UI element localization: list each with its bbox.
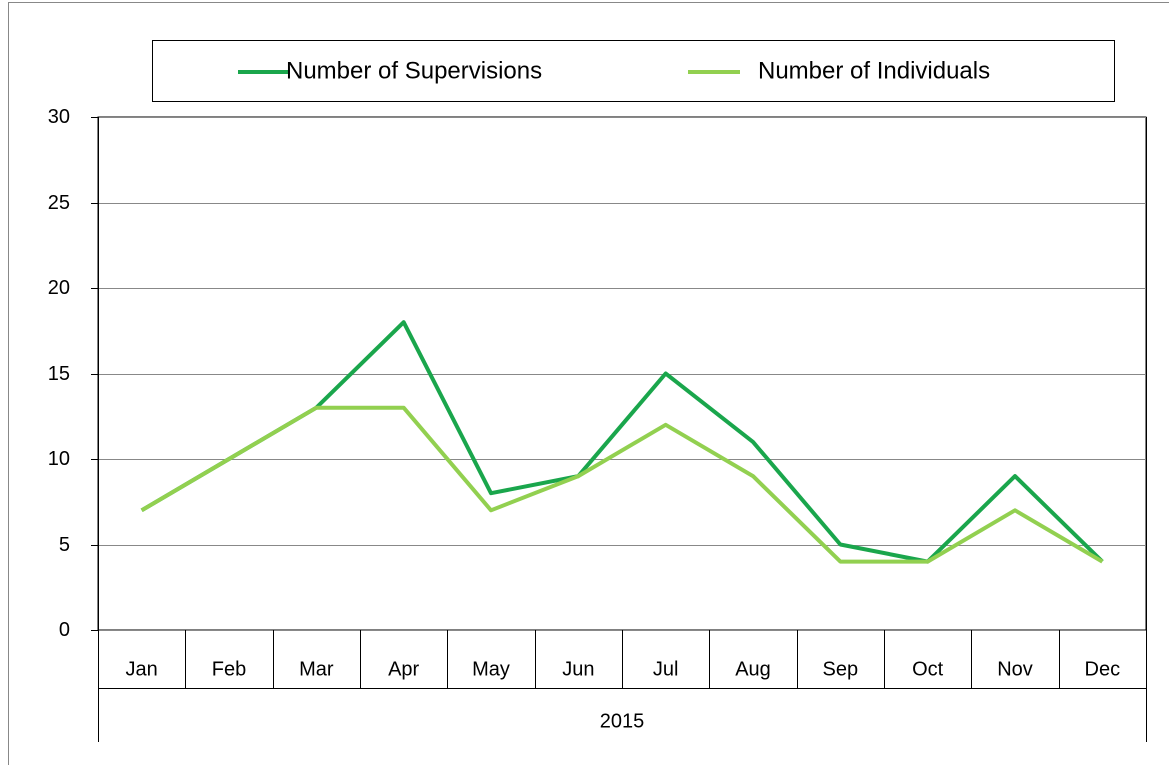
x-tick-label: Oct: [912, 658, 944, 680]
x-tick-label: Apr: [388, 658, 419, 680]
legend-label: Number of Supervisions: [286, 57, 542, 84]
x-tick-label: Mar: [299, 658, 334, 680]
x-tick-label: Sep: [823, 658, 859, 680]
y-tick-label: 25: [48, 192, 70, 214]
y-tick-label: 30: [48, 106, 70, 128]
y-tick-label: 0: [59, 619, 70, 641]
y-tick-label: 10: [48, 448, 70, 470]
x-tick-label: May: [472, 658, 510, 680]
series-line: [140, 405, 1104, 564]
x-tick-label: Jun: [562, 658, 594, 680]
chart-frame: [8, 2, 1169, 765]
x-tick-label: Dec: [1085, 658, 1121, 680]
x-tick-label: Nov: [997, 658, 1033, 680]
legend-box: [152, 40, 1115, 102]
x-tick-label: Aug: [735, 658, 771, 680]
y-tick-label: 20: [48, 277, 70, 299]
plot-area: [97, 116, 1147, 631]
y-tick-label: 15: [48, 363, 70, 385]
x-tick-label: Jan: [126, 658, 158, 680]
x-tick-label: Jul: [653, 658, 679, 680]
y-tick-label: 5: [59, 534, 70, 556]
category-group-label: 2015: [600, 710, 645, 732]
series-line: [140, 320, 1104, 564]
x-tick-label: Feb: [212, 658, 246, 680]
legend-label: Number of Individuals: [758, 57, 990, 84]
